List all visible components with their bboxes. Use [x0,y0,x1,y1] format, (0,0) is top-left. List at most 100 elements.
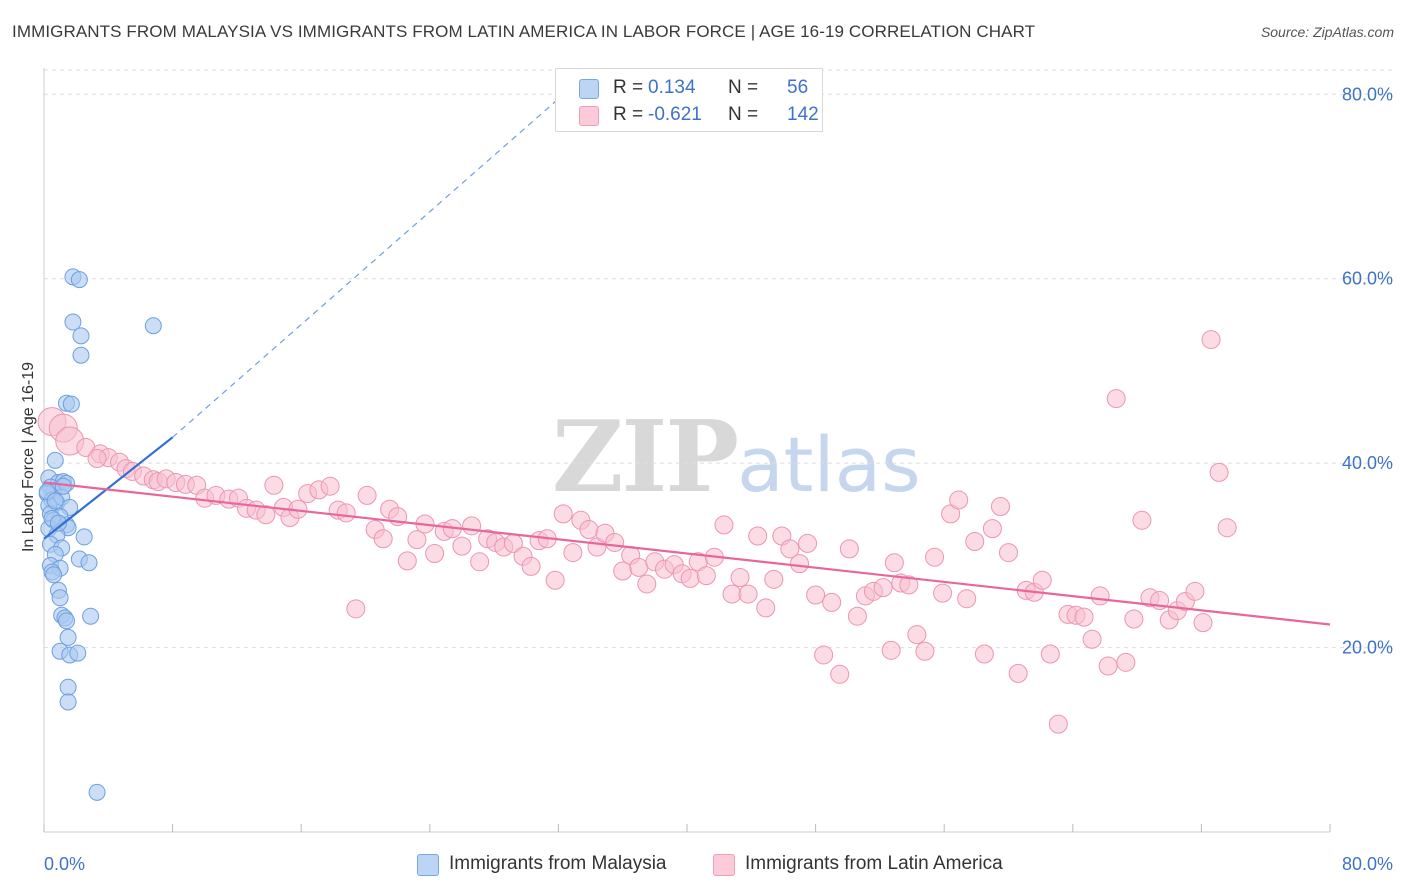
n-label: N = [728,77,759,98]
y-axis-label: In Labor Force | Age 16-19 [20,362,37,552]
latam-point [839,539,859,559]
latam-point [884,553,904,573]
latam-point [629,557,649,577]
malaysia-point [72,346,90,364]
latam-point [814,645,834,665]
latam-point [722,584,742,604]
malaysia-swatch [579,79,599,99]
latam-swatch [579,106,599,126]
malaysia-point [70,271,88,289]
chart-title: IMMIGRANTS FROM MALAYSIA VS IMMIGRANTS F… [12,22,1036,41]
latam-point [756,598,776,618]
malaysia-point [80,554,98,572]
malaysia-point [59,678,77,696]
trend-lines [43,98,1331,626]
latam-point [1032,570,1052,590]
source-credit: Source: ZipAtlas.com [1260,24,1394,40]
latam-points [37,330,1237,734]
latam-point [780,539,800,559]
latam-point [949,490,969,510]
latam-point [346,599,366,619]
malaysia-point [72,327,90,345]
latam-point [748,526,768,546]
r-value: -0.621 [648,104,702,125]
latam-point [915,641,935,661]
latam-point [425,544,445,564]
latam-point [605,532,625,552]
latam-point [397,551,417,571]
latam-point [990,496,1010,516]
latam-point [1106,389,1126,409]
latam-point [462,516,482,536]
r-label: R = [613,104,644,125]
latam-point [1074,607,1094,627]
latam-point [965,532,985,552]
malaysia-point [45,566,63,584]
latam-point [1082,629,1102,649]
x-tick-label: 0.0% [44,854,85,874]
r-value: 0.134 [648,77,696,98]
latam-point [1048,714,1068,734]
y-tick-label: 20.0% [1342,638,1393,658]
r-label: R = [613,77,644,98]
malaysia-point [59,628,77,646]
malaysia-point [49,514,67,532]
latam-trend-line [43,481,1331,626]
malaysia-point [62,395,80,413]
latam-point [579,520,599,540]
latam-point [806,585,826,605]
malaysia-point [88,783,106,801]
latam-point [521,556,541,576]
latam-point [957,589,977,609]
latam-swatch [713,854,735,876]
y-tick-label: 60.0% [1342,269,1393,289]
n-label: N = [728,104,759,125]
latam-point [830,664,850,684]
latam-point [974,644,994,664]
watermark: ZIPatlas [552,400,921,515]
watermark-atlas: atlas [737,420,921,509]
malaysia-swatch [417,854,439,876]
y-tick-label: 80.0% [1342,84,1393,104]
latam-point [680,568,700,588]
latam-point [1209,462,1229,482]
axes [43,68,1331,833]
latam-point [357,485,377,505]
latam-point [822,592,842,612]
legend-label: Immigrants from Latin America [745,853,1003,874]
latam-point [982,519,1002,539]
latam-point [933,583,953,603]
latam-point [730,567,750,587]
n-value: 142 [787,104,819,125]
x-tick-label: 80.0% [1342,854,1393,874]
malaysia-point [46,492,64,510]
latam-point [1090,586,1110,606]
latam-point [452,536,472,556]
latam-point [925,547,945,567]
latam-point [1185,581,1205,601]
latam-point [545,570,565,590]
latam-point [999,543,1018,563]
latam-point [1116,652,1136,672]
malaysia-points [38,268,162,801]
malaysia-point [46,451,64,469]
latam-point [264,475,284,495]
latam-point [881,640,901,660]
latam-point [1132,510,1152,530]
latam-point [738,584,758,604]
malaysia-trend-extension [172,98,559,438]
latam-point [714,515,734,535]
watermark-zip: ZIP [552,400,739,515]
malaysia-point [144,317,162,335]
latam-point [907,625,927,645]
latam-point [1217,518,1237,538]
latam-point [336,503,356,523]
latam-point [1008,663,1028,683]
latam-point [563,543,583,563]
latam-point [553,504,573,524]
malaysia-point [82,607,100,625]
latam-point [373,529,393,549]
legend-label: Immigrants from Malaysia [449,853,667,874]
malaysia-point [75,528,93,546]
